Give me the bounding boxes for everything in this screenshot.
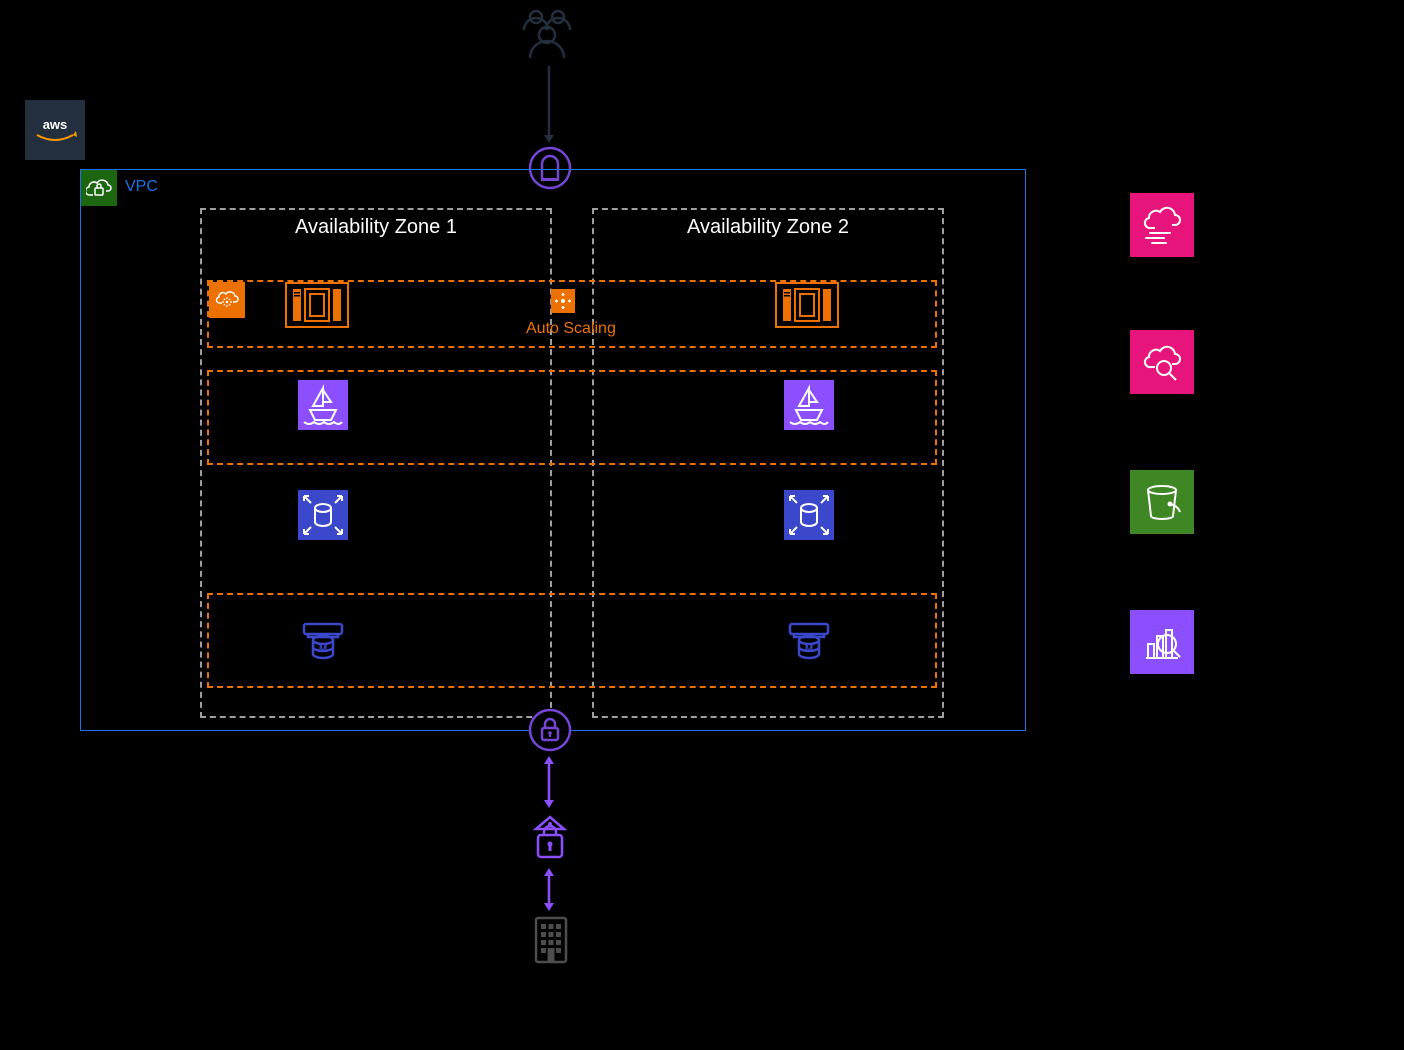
svg-text:M: M [805,644,813,655]
analytics-icon [1130,610,1194,674]
data-center-icon [534,916,568,964]
lightsail-icon [784,380,834,430]
arrow-cgw-to-dc [541,864,557,915]
documentdb-icon: M [784,616,834,666]
cloudwatch-icon [1130,330,1194,394]
auto-scaling-label: Auto Scaling [526,320,616,338]
ec2-instance-icon [285,282,349,328]
documentdb-icon: M [298,616,348,666]
customer-gateway-icon [528,813,572,863]
svg-text:M: M [319,644,327,655]
auto-scaling-group-icon [209,282,245,318]
lightsail-icon [298,380,348,430]
az1-label: Availability Zone 1 [202,216,550,239]
vpn-gateway-icon [528,708,572,752]
rds-icon [784,490,834,540]
arrow-vpn-to-cgw [541,752,557,812]
ec2-instance-icon [775,282,839,328]
vpc-label: VPC [125,178,158,196]
cloudtrail-icon [1130,193,1194,257]
auto-scaling-badge-icon [551,289,575,313]
rds-icon [298,490,348,540]
vpc-icon [81,170,117,206]
arrow-users-to-gateway [541,62,557,147]
svg-text:aws: aws [43,117,68,132]
users-icon [514,4,580,62]
az2-label: Availability Zone 2 [594,216,942,239]
aws-cloud-icon: aws [25,100,85,160]
s3-icon [1130,470,1194,534]
